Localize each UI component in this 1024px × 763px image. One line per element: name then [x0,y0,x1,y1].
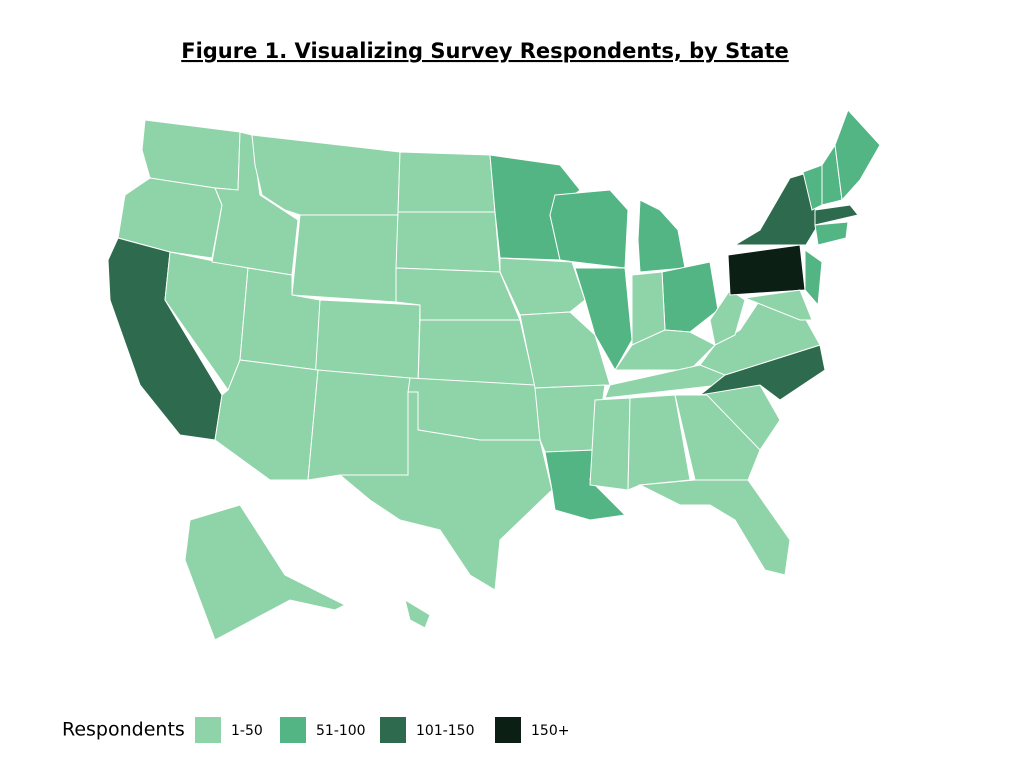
state [338,391,553,591]
state [397,151,496,213]
state [407,377,541,441]
state [251,134,401,216]
legend-swatch [495,717,521,743]
title: Figure 1. Visualizing Survey Respondents… [181,39,789,63]
states [107,109,881,641]
state [307,369,411,481]
state [417,319,536,386]
legend-swatch [380,717,406,743]
state [699,299,821,376]
state [834,109,881,202]
state [637,199,686,273]
legend-title: Respondents [62,719,185,741]
state [743,289,813,321]
state [804,249,823,307]
state [589,397,631,491]
state [661,261,719,333]
state [519,311,611,389]
legend-label: 150+ [531,723,569,739]
legend-swatch [280,717,306,743]
legend-swatch [195,717,221,743]
legend-label: 51-100 [316,723,366,739]
state [291,214,399,303]
state [395,211,501,273]
state [638,479,791,576]
legend-label: 101-150 [416,723,475,739]
state [814,221,849,246]
state [549,189,629,269]
legend: 1-50 51-100 101-150 150+ [195,717,569,743]
state [727,244,806,296]
legend-label: 1-50 [231,723,263,739]
state [404,598,431,629]
state [814,204,859,226]
state [709,289,746,346]
state [184,504,347,641]
